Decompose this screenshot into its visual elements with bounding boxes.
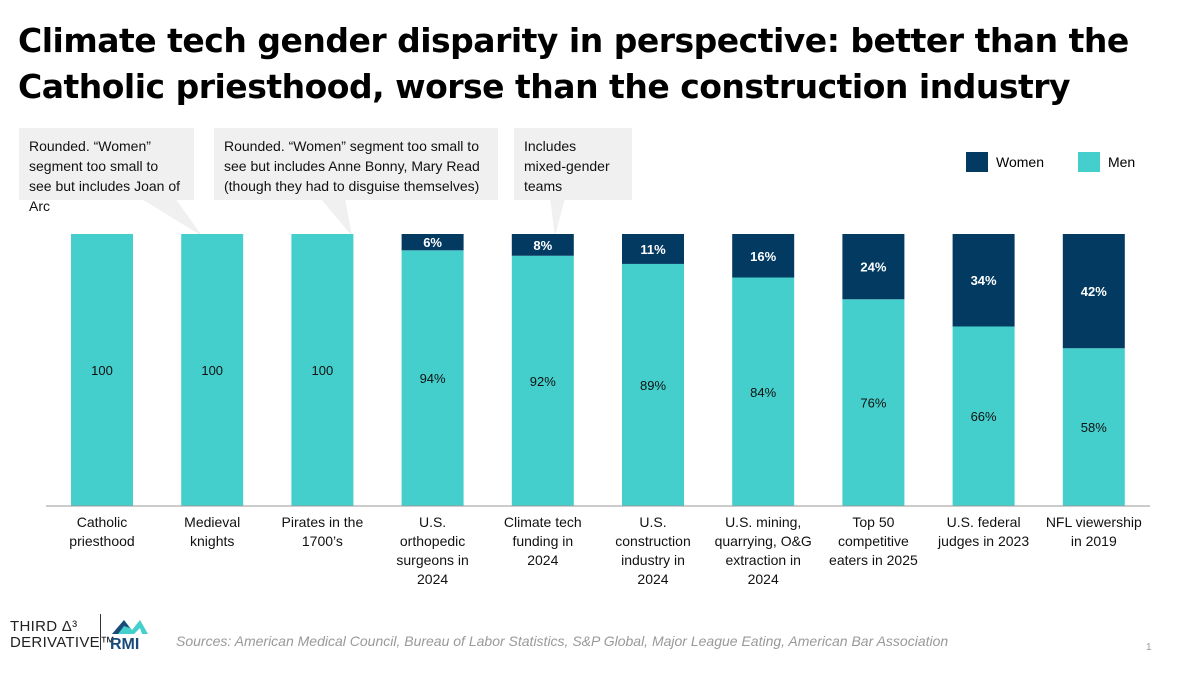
bar-men bbox=[401, 250, 464, 506]
bar-men bbox=[71, 234, 133, 506]
x-tick-label: Climate tech funding in 2024 bbox=[504, 514, 582, 568]
chart-title: Climate tech gender disparity in perspec… bbox=[18, 21, 1129, 106]
callout-pirates: Rounded. “Women” segment too small to se… bbox=[214, 128, 498, 200]
data-label-men: 100 bbox=[201, 363, 223, 378]
bar-men bbox=[842, 299, 905, 506]
x-tick-label: U.S. orthopedic surgeons in 2024 bbox=[396, 514, 468, 587]
bar-men bbox=[1062, 348, 1125, 506]
bar-men bbox=[732, 277, 795, 506]
x-tick-label: NFL viewership in 2019 bbox=[1046, 514, 1142, 549]
data-label-men: 84% bbox=[750, 385, 776, 400]
bar-women bbox=[401, 234, 464, 251]
data-label-women: 11% bbox=[640, 242, 666, 257]
bar-men bbox=[181, 234, 244, 506]
x-tick-label: Medieval knights bbox=[184, 514, 240, 549]
x-tick-label: Pirates in the 1700’s bbox=[282, 514, 364, 549]
data-label-women: 42% bbox=[1081, 284, 1107, 299]
callout-pointer-3 bbox=[550, 198, 565, 236]
bar-women bbox=[842, 234, 905, 300]
data-label-women: 24% bbox=[860, 260, 886, 275]
data-label-women: 34% bbox=[971, 273, 997, 288]
x-tick-label: U.S. federal judges in 2023 bbox=[937, 514, 1029, 549]
page-number: 1 bbox=[1146, 642, 1152, 653]
data-label-men: 92% bbox=[530, 374, 556, 389]
callout-knights: Rounded. “Women” segment too small to se… bbox=[19, 128, 194, 214]
rmi-logo: RMI bbox=[110, 616, 150, 654]
data-label-women: 16% bbox=[750, 249, 776, 264]
data-label-men: 100 bbox=[312, 363, 334, 378]
bar-men bbox=[291, 234, 354, 506]
bar-men bbox=[622, 263, 684, 506]
legend-swatch-women bbox=[966, 152, 988, 172]
data-label-men: 76% bbox=[860, 396, 886, 411]
legend-swatch-men bbox=[1077, 152, 1100, 172]
data-label-men: 94% bbox=[420, 371, 446, 386]
data-label-women: 8% bbox=[533, 238, 552, 253]
bar-women bbox=[732, 234, 795, 278]
bar-women bbox=[952, 234, 1015, 327]
data-label-men: 100 bbox=[91, 363, 113, 378]
data-label-men: 89% bbox=[640, 378, 666, 393]
x-tick-label: U.S. mining, quarrying, O&G extraction in 2… bbox=[715, 514, 812, 587]
logo-divider bbox=[100, 614, 101, 650]
legend: Women Men bbox=[966, 152, 1169, 172]
callout-pointer-1 bbox=[140, 198, 202, 236]
data-label-women: 6% bbox=[423, 235, 442, 250]
third-derivative-logo: THIRD Δ³ DERIVATIVE™ bbox=[10, 618, 116, 651]
bar-men bbox=[511, 255, 574, 506]
bar-women bbox=[511, 234, 574, 256]
x-tick-label: U.S. construction industry in 2024 bbox=[615, 514, 690, 587]
bar-women bbox=[622, 234, 684, 264]
bar-women bbox=[1062, 234, 1125, 349]
legend-men: Men bbox=[1077, 152, 1135, 172]
legend-women: Women bbox=[966, 152, 1044, 172]
callout-climate: Includes mixed-gender teams bbox=[514, 128, 632, 200]
sources-note: Sources: American Medical Council, Burea… bbox=[176, 633, 949, 649]
data-label-men: 58% bbox=[1081, 420, 1107, 435]
data-label-men: 66% bbox=[971, 409, 997, 424]
bar-men bbox=[952, 326, 1015, 506]
x-tick-label: Catholic priesthood bbox=[69, 514, 134, 549]
x-tick-label: Top 50 competitive eaters in 2025 bbox=[829, 514, 918, 568]
callout-pointer-2 bbox=[320, 198, 352, 236]
